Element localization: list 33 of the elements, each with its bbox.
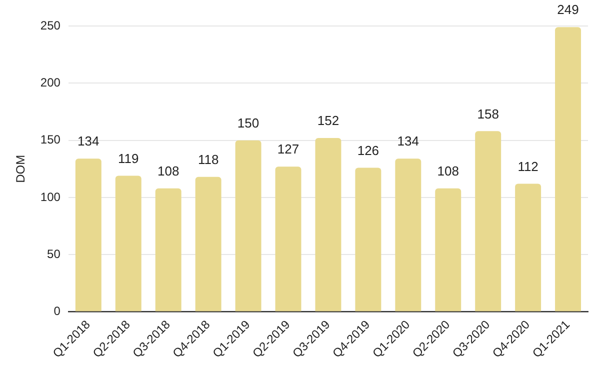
- y-tick-label: 200: [40, 75, 61, 90]
- bar: [355, 168, 382, 312]
- y-tick-label: 100: [40, 190, 61, 204]
- bar: [115, 176, 142, 312]
- y-tick-label: 0: [54, 304, 61, 318]
- bar: [395, 158, 422, 312]
- data-label: 108: [157, 163, 180, 178]
- bar: [75, 158, 102, 312]
- bar: [155, 188, 182, 312]
- data-label: 126: [357, 142, 380, 158]
- data-label: 119: [118, 150, 139, 166]
- data-label: 127: [277, 142, 300, 157]
- data-label: 158: [477, 106, 499, 122]
- data-label: 150: [237, 115, 260, 130]
- y-tick-label: 50: [47, 246, 61, 261]
- bar: [235, 140, 262, 312]
- data-label: 108: [437, 163, 459, 178]
- y-tick-label: 150: [40, 132, 61, 147]
- bar: [315, 138, 342, 312]
- data-label: 249: [557, 2, 579, 18]
- data-label: 152: [317, 113, 340, 128]
- bar: [195, 176, 222, 312]
- bar: [515, 184, 542, 312]
- bar: [555, 27, 582, 312]
- bar: [475, 131, 502, 312]
- data-label: 134: [397, 134, 419, 149]
- bar: [435, 188, 462, 312]
- bar: [275, 166, 302, 312]
- y-axis-title: DOM: [14, 154, 28, 183]
- data-label: 134: [78, 134, 100, 149]
- data-label: 118: [198, 152, 219, 167]
- y-tick-label: 250: [40, 18, 61, 32]
- data-label: 112: [518, 158, 538, 174]
